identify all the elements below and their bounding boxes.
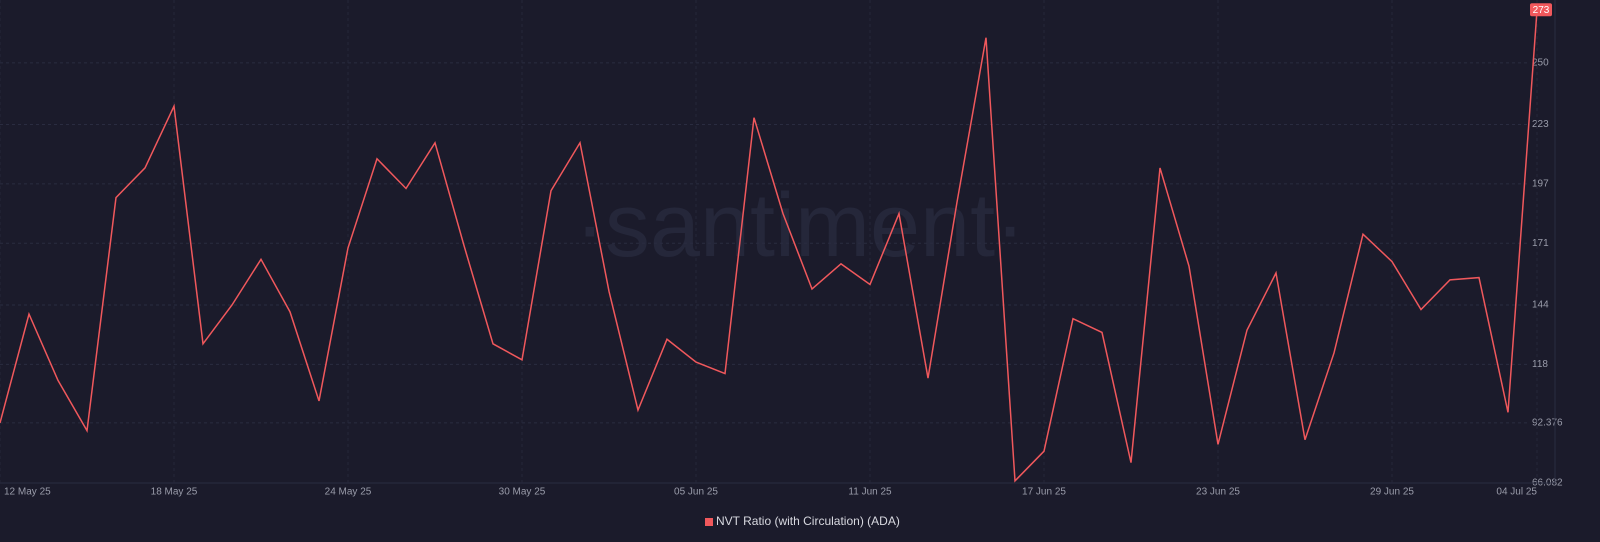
last-value-label: 273 (1533, 5, 1550, 16)
last-value-badge (1530, 3, 1552, 17)
y-tick-label: 92.376 (1532, 418, 1563, 429)
x-tick-label: 18 May 25 (151, 487, 198, 498)
y-tick-label: 144 (1532, 300, 1549, 311)
legend-label: NVT Ratio (with Circulation) (ADA) (716, 514, 900, 528)
x-tick-label: 30 May 25 (499, 487, 546, 498)
x-tick-label: 05 Jun 25 (674, 487, 718, 498)
y-tick-label: 223 (1532, 119, 1549, 130)
x-tick-label: 04 Jul 25 (1496, 487, 1537, 498)
x-tick-label: 17 Jun 25 (1022, 487, 1066, 498)
y-tick-label: 171 (1532, 238, 1549, 249)
y-tick-label: 118 (1532, 359, 1548, 370)
x-tick-label: 29 Jun 25 (1370, 487, 1414, 498)
x-tick-label: 24 May 25 (325, 487, 372, 498)
x-tick-label: 23 Jun 25 (1196, 487, 1240, 498)
line-series (0, 10, 1538, 483)
y-tick-label: 197 (1532, 179, 1549, 190)
y-tick-label: 250 (1532, 57, 1549, 68)
legend-swatch (705, 518, 713, 526)
x-tick-label: 11 Jun 25 (848, 487, 892, 498)
watermark: ·santiment· (575, 176, 1025, 276)
x-tick-label: 12 May 25 (4, 487, 51, 498)
